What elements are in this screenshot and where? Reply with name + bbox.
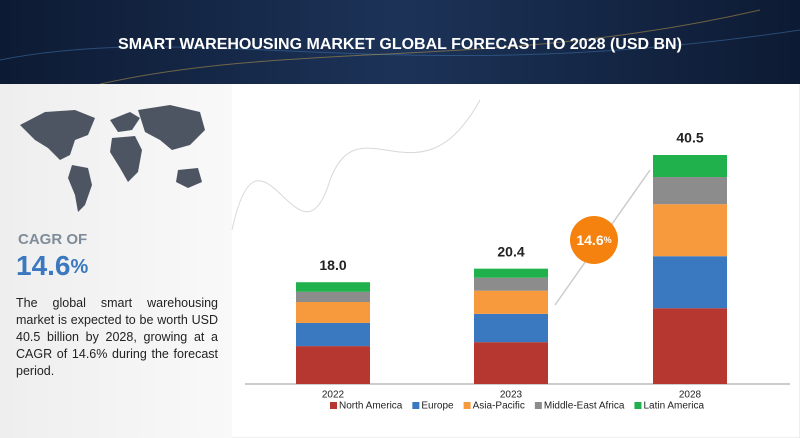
legend-label: Middle-East Africa <box>544 401 625 412</box>
cagr-bubble-label: 14.6% <box>576 232 611 248</box>
world-map <box>20 105 205 212</box>
x-tick-label: 2022 <box>322 390 345 401</box>
total-label: 40.5 <box>676 130 703 146</box>
total-label: 18.0 <box>319 257 346 273</box>
x-tick-label: 2023 <box>500 390 523 401</box>
cagr-bubble <box>570 216 618 264</box>
cagr-label: CAGR OF <box>18 231 87 248</box>
legend-label: Asia-Pacific <box>473 401 525 412</box>
header-deco <box>0 29 800 61</box>
bar-segment <box>653 177 727 205</box>
x-tick-label: 2028 <box>679 390 702 401</box>
bar-segment <box>653 204 727 257</box>
bar-segment <box>474 268 548 278</box>
bar-segment <box>653 256 727 309</box>
title: SMART WAREHOUSING MARKET GLOBAL FORECAST… <box>118 36 682 53</box>
cagr-bubble-value: 14.6 <box>576 232 603 248</box>
bar-segment <box>296 346 370 384</box>
total-label: 20.4 <box>497 243 524 259</box>
legend-swatch <box>634 402 642 409</box>
legend-swatch <box>534 402 542 409</box>
deco-curve <box>231 99 481 231</box>
bar-segment <box>296 322 370 347</box>
bar-segment <box>653 155 727 178</box>
bar-segment <box>296 302 370 323</box>
legend-label: Latin America <box>643 401 704 412</box>
cagr-bubble-unit: % <box>604 235 612 245</box>
bar-segment <box>296 282 370 292</box>
legend-label: North America <box>339 401 403 412</box>
bar-segment <box>296 291 370 303</box>
cagr-unit: % <box>71 256 89 278</box>
header-deco <box>99 9 761 85</box>
legend-label: Europe <box>421 401 454 412</box>
legend-swatch <box>330 402 337 409</box>
legend-swatch <box>463 402 471 409</box>
description: The global smart warehousing market is e… <box>16 296 218 378</box>
bar-segment <box>474 313 548 343</box>
description-box: The global smart warehousing market is e… <box>16 296 218 378</box>
bar-segment <box>474 290 548 314</box>
bar-segment <box>474 277 548 291</box>
bar-segment <box>474 342 548 384</box>
cagr-value: 14.6% <box>16 250 89 281</box>
header-bg <box>0 0 800 84</box>
cagr-number: 14.6 <box>16 250 71 281</box>
legend-swatch <box>412 402 420 409</box>
bar-segment <box>653 308 727 384</box>
